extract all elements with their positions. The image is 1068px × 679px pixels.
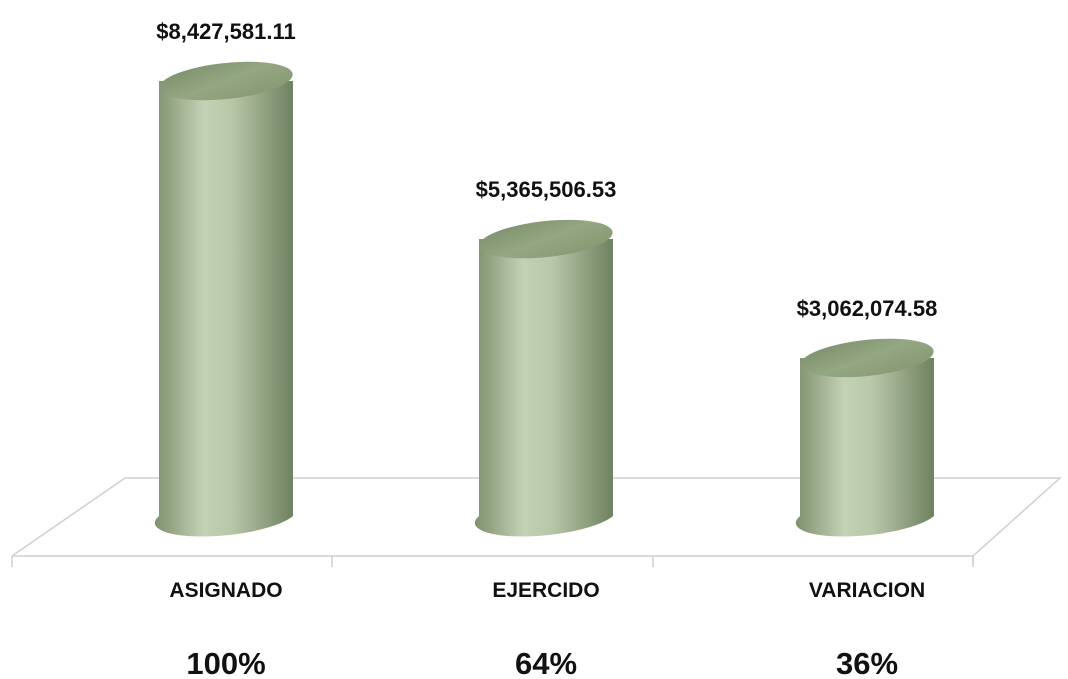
bar-body [795,357,934,537]
category-label: VARIACION [809,579,925,602]
percent-label: 36% [836,646,898,679]
bar-ejercido [474,219,613,537]
category-label: EJERCIDO [492,579,599,602]
bar-variacion [795,338,934,537]
bars-layer [154,61,934,537]
category-label: ASIGNADO [169,579,282,602]
bar-body [474,239,613,537]
bar-top-cap [479,219,613,259]
bar-body [154,81,293,537]
percent-label: 100% [186,646,265,679]
data-label: $5,365,506.53 [476,177,617,202]
labels-layer: $8,427,581.11 ASIGNADO 100% $5,365,506.53 EJ… [156,19,937,679]
data-label: $3,062,074.58 [797,296,938,321]
data-label: $8,427,581.11 [156,19,295,44]
bar-top-cap [800,338,934,378]
percent-label: 64% [515,646,577,679]
bar-asignado [154,61,293,537]
bar-top-cap [159,61,293,101]
